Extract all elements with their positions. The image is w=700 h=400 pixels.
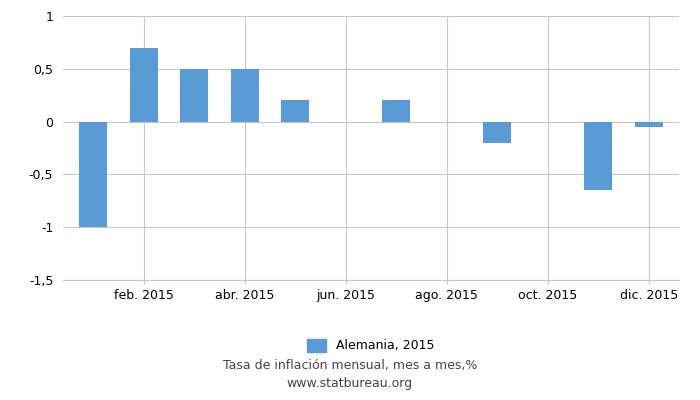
Bar [382, 100, 410, 122]
Bar [281, 100, 309, 122]
Bar [231, 69, 259, 122]
Bar [483, 122, 511, 143]
Text: Tasa de inflación mensual, mes a mes,%: Tasa de inflación mensual, mes a mes,% [223, 360, 477, 372]
Bar [635, 122, 663, 127]
Legend: Alemania, 2015: Alemania, 2015 [302, 334, 440, 357]
Text: www.statbureau.org: www.statbureau.org [287, 378, 413, 390]
Bar [181, 69, 208, 122]
Bar [584, 122, 612, 190]
Bar [130, 48, 158, 122]
Bar [79, 122, 107, 227]
